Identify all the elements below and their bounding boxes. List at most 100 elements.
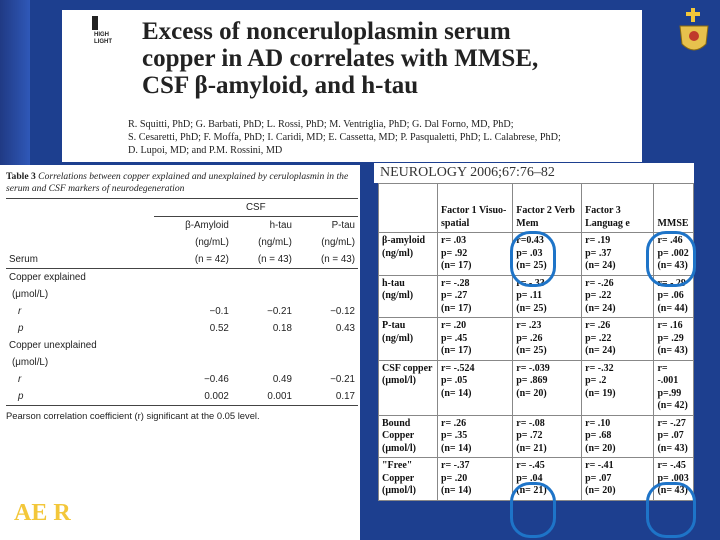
table-cell: r= .10 p= .68 (n= 20) bbox=[581, 414, 655, 458]
cell-value: (n= 17) bbox=[441, 345, 472, 356]
citation-bar: NEUROLOGY 2006;67:76–82 bbox=[374, 163, 694, 183]
cell-value: (n= 43) bbox=[657, 260, 688, 271]
cell-value: r= .20 bbox=[441, 320, 467, 331]
table-row: r −0.1 −0.21 −0.12 bbox=[18, 306, 355, 318]
article-header: HIGH LIGHT Excess of nonceruloplasmin se… bbox=[62, 10, 642, 162]
cell-value: p= .07 bbox=[657, 430, 684, 441]
cell-value: p= .07 bbox=[585, 472, 612, 484]
row-label: h-tau (ng/ml) bbox=[378, 274, 438, 318]
col-header: Factor 2 Verb Mem bbox=[512, 183, 583, 233]
cell-value: r= -.27 bbox=[657, 417, 686, 429]
cell-value: p= .20 bbox=[441, 472, 468, 484]
title-line: Excess of nonceruloplasmin serum bbox=[142, 18, 511, 45]
table-row: h-tau (ng/ml) r= -.28 p= .27 (n= 17) r= -.33… bbox=[378, 274, 694, 318]
cell-value: r= -.26 bbox=[585, 277, 614, 289]
table-cell: r= .03 p= .92 (n= 17) bbox=[436, 232, 514, 276]
row-label: β-amyloid (ng/ml) bbox=[378, 232, 438, 276]
table-caption: Table 3 Correlations between copper expl… bbox=[6, 165, 358, 194]
highlight-circle bbox=[510, 231, 556, 287]
section-title: Copper unexplained bbox=[9, 340, 97, 352]
group-header: CSF bbox=[153, 198, 358, 218]
section-unit: (μmol/L) bbox=[12, 289, 49, 301]
cell-value: r=0.43 bbox=[516, 235, 544, 246]
col-header: MMSE bbox=[653, 183, 694, 233]
cell-value: r= -.45 bbox=[657, 460, 686, 471]
col-header: Factor 1 Visuo-spatial bbox=[436, 183, 514, 233]
article-title: Excess of nonceruloplasmin serum copper … bbox=[142, 18, 642, 99]
cell-value: r= -.28 bbox=[441, 277, 470, 289]
table-cell: r= .19 p= .37 (n= 24) bbox=[581, 232, 655, 276]
table-cell: r= -.001 p=.99 (n= 42) bbox=[653, 359, 694, 416]
cell-value: p= .05 bbox=[441, 375, 468, 386]
journal-logo: HIGH LIGHT bbox=[92, 16, 122, 52]
cell-value: r= .23 bbox=[516, 320, 542, 331]
col-n: (n = 42) bbox=[153, 251, 232, 270]
col-header: h-tau bbox=[269, 220, 292, 232]
cell-value: (n= 25) bbox=[516, 345, 547, 356]
table-row: p 0.52 0.18 0.43 bbox=[18, 323, 355, 335]
cell-value: (n= 20) bbox=[516, 387, 547, 399]
row-label: "Free" Copper (μmol/l) bbox=[378, 457, 438, 501]
cell-value: r= .10 bbox=[585, 417, 611, 429]
cell-value: r= .46 bbox=[657, 235, 683, 246]
footer-logo: AE R bbox=[14, 500, 71, 526]
cell-value: (n= 24) bbox=[585, 260, 616, 271]
cell-value: (n= 25) bbox=[516, 260, 547, 271]
cell-value: r= -.29 bbox=[657, 277, 686, 289]
cell-value: (n= 14) bbox=[441, 485, 472, 496]
author-line: R. Squitti, PhD; G. Barbati, PhD; L. Ros… bbox=[128, 119, 514, 130]
table-cell: r= -.32 p= .2 (n= 19) bbox=[581, 359, 655, 416]
cell-value: r= -.039 bbox=[516, 362, 550, 374]
table-cell: r= .26 p= .35 (n= 14) bbox=[436, 414, 514, 458]
table-cell: r= -.039 p= .869 (n= 20) bbox=[512, 359, 583, 416]
highlight-circle bbox=[646, 231, 696, 287]
cell-value: (n= 21) bbox=[516, 485, 547, 496]
left-table-panel: Table 3 Correlations between copper expl… bbox=[0, 165, 360, 540]
table-cell: r= -.28 p= .27 (n= 17) bbox=[436, 274, 514, 318]
col-n: (n = 43) bbox=[231, 251, 295, 270]
row-label: Bound Copper (μmol/l) bbox=[378, 414, 438, 458]
cell-value: r= .16 bbox=[657, 320, 683, 331]
caption-text: Correlations between copper explained an… bbox=[6, 171, 349, 194]
cell-value: p= .26 bbox=[516, 332, 543, 344]
cell-value: p= .37 bbox=[585, 247, 612, 259]
cell-value: (n= 20) bbox=[585, 485, 616, 496]
cell-value: p= .22 bbox=[585, 290, 612, 301]
col-header: β-Amyloid bbox=[185, 220, 229, 232]
author-line: D. Lupoi, MD; and P.M. Rossini, MD bbox=[128, 145, 283, 156]
crest-icon bbox=[679, 8, 709, 51]
table-cell: r= -.524 p= .05 (n= 14) bbox=[436, 359, 514, 416]
correlation-table: CSF β-Amyloid h-tau P-tau (ng/mL) (ng/mL… bbox=[6, 198, 358, 407]
cell-value: p= .003 bbox=[657, 472, 689, 484]
cell-value: p= .29 bbox=[657, 332, 684, 344]
row-header: Serum bbox=[6, 251, 154, 270]
col-header: P-tau bbox=[331, 220, 355, 232]
cell-value: (n= 24) bbox=[585, 302, 616, 314]
col-unit: (ng/mL) bbox=[321, 237, 355, 249]
table-cell: r= .26 p= .22 (n= 24) bbox=[581, 317, 655, 361]
cell-value: (n= 24) bbox=[585, 345, 616, 356]
cell-value: p= .11 bbox=[516, 290, 542, 301]
caption-label: Table 3 bbox=[6, 171, 36, 182]
cell-value: (n= 43) bbox=[657, 442, 688, 454]
cell-value: p= .869 bbox=[516, 375, 548, 386]
cell-value: p= .27 bbox=[441, 290, 468, 301]
cell-value: p= .45 bbox=[441, 332, 468, 344]
cell-value: p= .03 bbox=[516, 247, 543, 259]
row-label: CSF copper (μmol/l) bbox=[378, 359, 438, 416]
table-cell: r= -.27 p= .07 (n= 43) bbox=[653, 414, 694, 458]
table-row: P-tau (ng/ml) r= .20 p= .45 (n= 17) r= .23 p=… bbox=[378, 317, 694, 361]
cell-value: (n= 42) bbox=[657, 400, 688, 411]
cell-value: p= .06 bbox=[657, 290, 684, 301]
cell-value: (n= 17) bbox=[441, 302, 472, 314]
table-cell: r= -.41 p= .07 (n= 20) bbox=[581, 457, 655, 501]
cell-value: r= -.32 bbox=[585, 362, 614, 374]
cell-value: (n= 14) bbox=[441, 387, 472, 399]
cell-value: (n= 20) bbox=[585, 442, 616, 454]
table-cell: r= .20 p= .45 (n= 17) bbox=[436, 317, 514, 361]
title-line: copper in AD correlates with MMSE, bbox=[142, 45, 539, 72]
col-n: (n = 43) bbox=[294, 251, 358, 270]
cell-value: r= .19 bbox=[585, 235, 611, 246]
cell-value: p= .2 bbox=[585, 375, 607, 386]
cell-value: r= -.524 bbox=[441, 362, 475, 374]
